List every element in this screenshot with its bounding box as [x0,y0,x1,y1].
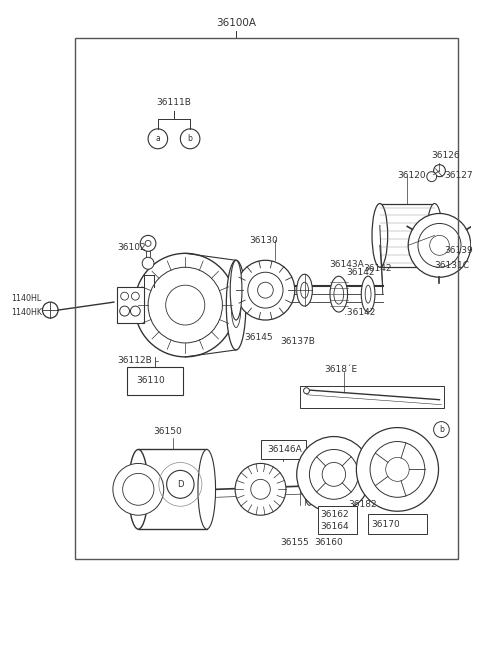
Text: D: D [177,480,183,489]
Circle shape [148,129,168,148]
Circle shape [120,306,130,316]
Circle shape [145,240,151,246]
Ellipse shape [431,219,439,252]
Bar [261,440,305,459]
Text: b: b [439,425,444,434]
Text: 36182: 36182 [348,500,377,509]
Circle shape [120,292,129,300]
Text: 36126: 36126 [432,151,460,160]
Circle shape [322,463,346,486]
Circle shape [418,223,461,267]
Circle shape [166,285,205,325]
Text: 36143A: 36143A [329,260,364,269]
Text: a: a [156,134,160,143]
Circle shape [236,260,295,320]
Text: 36111B: 36111B [156,98,191,107]
Text: 36162: 36162 [320,510,349,519]
Text: b: b [188,134,192,143]
Circle shape [433,422,449,438]
Text: 36120: 36120 [397,171,426,180]
Circle shape [251,480,270,499]
Bar [75,38,458,559]
Text: 36110: 36110 [136,376,165,385]
Circle shape [42,302,58,318]
Ellipse shape [361,276,375,312]
Circle shape [235,463,286,515]
Ellipse shape [226,260,246,350]
Bar [318,507,357,534]
Text: 1140HL: 1140HL [11,294,41,303]
Bar [127,367,183,395]
Circle shape [180,129,200,148]
Circle shape [427,171,436,181]
Circle shape [430,235,449,256]
Text: 36102: 36102 [117,243,145,252]
Bar [117,287,144,323]
Text: 36131C: 36131C [434,261,469,270]
Ellipse shape [231,283,241,327]
Ellipse shape [129,449,148,529]
Ellipse shape [300,283,309,298]
Circle shape [123,474,154,505]
Circle shape [386,457,409,482]
Circle shape [140,235,156,252]
Circle shape [148,267,222,343]
Bar [368,514,427,534]
Circle shape [303,388,310,394]
Circle shape [134,254,236,357]
Text: 36142: 36142 [363,263,392,273]
Circle shape [408,214,471,277]
Text: 36112B: 36112B [117,356,152,365]
Circle shape [310,449,359,499]
Circle shape [356,428,439,511]
Circle shape [142,258,154,269]
Ellipse shape [372,204,388,267]
Ellipse shape [230,260,242,320]
Text: 36164: 36164 [320,522,349,531]
Ellipse shape [365,285,371,303]
Text: 36145: 36145 [244,334,273,342]
Ellipse shape [427,204,443,267]
Text: 36146A: 36146A [267,445,302,454]
Text: 36142: 36142 [347,268,375,277]
Ellipse shape [334,284,344,304]
Bar [380,204,434,267]
Text: 36139: 36139 [444,246,473,255]
Ellipse shape [198,449,216,529]
Text: 36160: 36160 [314,537,343,547]
Ellipse shape [304,474,314,505]
Text: 36137B: 36137B [280,338,315,346]
Circle shape [113,463,164,515]
Text: 36155: 36155 [280,537,309,547]
Circle shape [370,442,425,497]
Text: 36127: 36127 [444,171,473,180]
Circle shape [433,165,445,177]
Text: 36170: 36170 [371,520,400,529]
Text: 36150: 36150 [153,427,182,436]
Text: .36142: .36142 [344,307,375,317]
Circle shape [132,292,139,300]
Text: 36100A: 36100A [216,18,256,28]
Circle shape [297,436,371,512]
Circle shape [248,272,283,308]
Text: 1140HK: 1140HK [11,307,42,317]
Ellipse shape [297,274,312,306]
Ellipse shape [330,276,348,312]
Bar [300,386,444,407]
Bar [138,449,207,529]
Text: 3618´E: 3618´E [324,365,357,374]
Circle shape [131,306,140,316]
Text: 36130: 36130 [250,236,278,245]
Circle shape [167,470,194,498]
Circle shape [258,283,273,298]
